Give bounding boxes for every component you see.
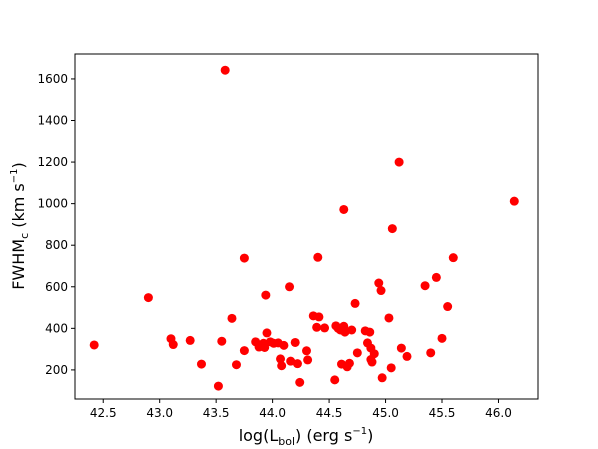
data-point bbox=[312, 322, 322, 332]
x-tick-label: 42.5 bbox=[90, 406, 117, 420]
y-tick-label: 1000 bbox=[37, 197, 68, 211]
x-axis: 42.5 43.0 43.5 44.0 44.5 45.0 45.5 46.0 bbox=[90, 399, 512, 420]
data-point bbox=[276, 354, 286, 364]
data-point bbox=[213, 381, 223, 391]
data-point bbox=[295, 377, 305, 387]
x-tick-label: 44.0 bbox=[259, 406, 286, 420]
data-point bbox=[347, 325, 357, 335]
data-point bbox=[314, 312, 324, 322]
x-tick-label: 43.0 bbox=[146, 406, 173, 420]
data-point bbox=[426, 348, 436, 358]
data-point bbox=[350, 298, 360, 308]
data-point bbox=[231, 360, 241, 370]
data-point bbox=[367, 357, 377, 367]
data-points bbox=[89, 65, 519, 391]
data-point bbox=[344, 358, 354, 368]
x-tick-label: 45.5 bbox=[429, 406, 456, 420]
data-point bbox=[376, 286, 386, 296]
data-point bbox=[431, 272, 441, 282]
data-point bbox=[239, 253, 249, 263]
x-tick-label: 46.0 bbox=[485, 406, 512, 420]
data-point bbox=[290, 337, 300, 347]
y-tick-label: 600 bbox=[45, 280, 68, 294]
y-axis-title: FWHMc (km s−1) bbox=[9, 162, 31, 290]
data-point bbox=[260, 342, 270, 352]
y-tick-label: 200 bbox=[45, 363, 68, 377]
data-point bbox=[89, 340, 99, 350]
data-point bbox=[387, 224, 397, 234]
data-point bbox=[386, 363, 396, 373]
y-tick-label: 400 bbox=[45, 321, 68, 335]
data-point bbox=[279, 340, 289, 350]
data-point bbox=[220, 65, 230, 75]
y-axis: 200 400 600 800 1000 1200 1400 1600 bbox=[37, 72, 75, 377]
y-tick-label: 1200 bbox=[37, 155, 68, 169]
data-point bbox=[185, 335, 195, 345]
data-point bbox=[292, 359, 302, 369]
x-axis-title: log(Lbol) (erg s−1) bbox=[239, 426, 374, 448]
data-point bbox=[339, 204, 349, 214]
data-point bbox=[196, 359, 206, 369]
data-point bbox=[217, 336, 227, 346]
data-point bbox=[448, 253, 458, 263]
data-point bbox=[303, 355, 313, 365]
y-tick-label: 1600 bbox=[37, 72, 68, 86]
data-point bbox=[443, 302, 453, 312]
data-point bbox=[365, 327, 375, 337]
y-tick-label: 1400 bbox=[37, 114, 68, 128]
data-point bbox=[437, 333, 447, 343]
data-point bbox=[320, 323, 330, 333]
data-point bbox=[509, 196, 519, 206]
data-point bbox=[374, 278, 384, 288]
y-tick-label: 800 bbox=[45, 238, 68, 252]
data-point bbox=[302, 346, 311, 356]
data-point bbox=[261, 290, 271, 300]
data-point bbox=[143, 293, 153, 303]
data-point bbox=[330, 375, 340, 385]
data-point bbox=[168, 340, 178, 350]
plot-frame bbox=[74, 53, 539, 400]
data-point bbox=[402, 351, 412, 361]
data-point bbox=[286, 356, 296, 366]
x-tick-label: 45.0 bbox=[372, 406, 399, 420]
data-point bbox=[384, 313, 394, 323]
data-point bbox=[369, 349, 379, 359]
data-point bbox=[340, 327, 350, 337]
data-point bbox=[227, 313, 237, 323]
data-point bbox=[239, 346, 249, 356]
data-point bbox=[313, 252, 323, 262]
data-point bbox=[352, 348, 362, 358]
data-point bbox=[420, 281, 430, 291]
data-point bbox=[396, 343, 406, 353]
x-tick-label: 43.5 bbox=[203, 406, 230, 420]
data-point bbox=[394, 157, 404, 167]
data-point bbox=[262, 328, 272, 338]
data-point bbox=[277, 361, 287, 371]
data-point bbox=[377, 373, 387, 383]
data-point bbox=[285, 282, 295, 292]
x-tick-label: 44.5 bbox=[316, 406, 343, 420]
